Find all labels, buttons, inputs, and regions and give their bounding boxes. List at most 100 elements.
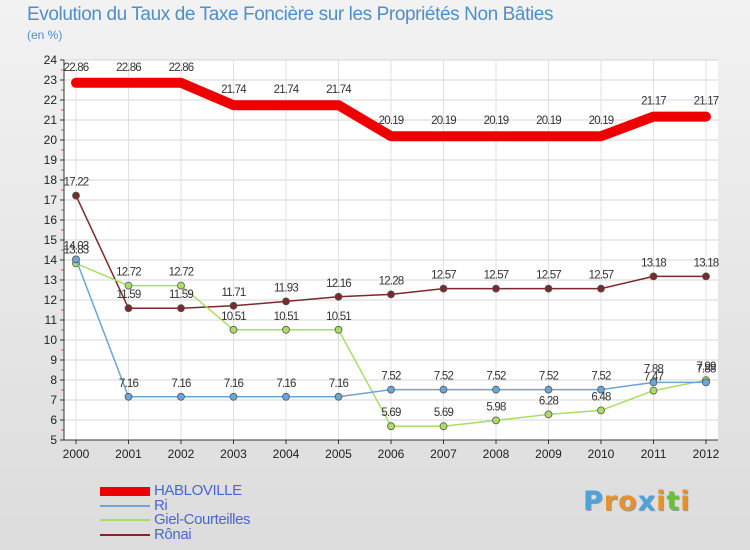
data-point [282, 325, 290, 334]
data-point [649, 378, 658, 387]
legend-label: HABLOVILLE [154, 482, 242, 499]
y-tick-label: 18 [44, 173, 58, 187]
data-point [229, 301, 238, 310]
data-label: 12.57 [484, 270, 509, 282]
data-point [72, 191, 80, 200]
data-point [492, 284, 500, 293]
data-label: 14.03 [64, 240, 89, 252]
axes: 5 6 7 8 9 10 11 12 13 14 15 16 17 18 19 20 21 22 23 24 2000 2… [44, 53, 720, 461]
data-label: 7.52 [486, 371, 506, 383]
series-layer [71, 77, 711, 431]
data-label: 12.72 [116, 267, 141, 279]
data-label: 5.69 [434, 407, 454, 419]
data-label: 6.28 [539, 395, 559, 407]
y-tick-label: 6 [50, 413, 57, 427]
data-label: 5.98 [486, 401, 506, 413]
legend-label: Ri [154, 496, 168, 514]
data-point [702, 272, 710, 281]
data-point [124, 304, 133, 313]
y-tick-label: 22 [44, 93, 58, 107]
data-point [492, 416, 500, 425]
y-tick-label: 23 [44, 73, 58, 87]
x-tick-label: 2008 [483, 447, 510, 461]
data-point [334, 325, 343, 334]
data-label: 20.19 [589, 115, 614, 127]
y-tick-label: 12 [44, 293, 58, 307]
series-line [71, 77, 711, 142]
data-label: 7.88 [644, 363, 664, 375]
data-label: 22.86 [169, 62, 194, 74]
data-label: 11.59 [117, 289, 141, 301]
x-tick-label: 2006 [378, 447, 405, 461]
data-point [649, 386, 658, 395]
data-point [282, 297, 290, 306]
data-label: 11.71 [222, 287, 246, 299]
data-label: 7.99 [696, 361, 716, 373]
data-label: 10.51 [326, 311, 351, 323]
data-point [334, 292, 343, 301]
data-label: 21.74 [221, 84, 247, 96]
y-tick-label: 21 [44, 113, 58, 127]
data-point [492, 385, 500, 394]
data-label: 7.16 [276, 378, 296, 390]
x-tick-label: 2009 [535, 447, 562, 461]
y-tick-label: 24 [44, 53, 58, 67]
series-r-nai [72, 191, 710, 313]
data-point [177, 392, 185, 401]
y-tick-label: 10 [44, 333, 58, 347]
data-label: 21.17 [641, 96, 666, 108]
x-tick-label: 2005 [325, 447, 352, 461]
data-point [597, 385, 605, 394]
data-label: 13.18 [641, 257, 666, 269]
series-habloville [71, 77, 711, 142]
y-tick-label: 15 [44, 233, 58, 247]
data-label: 12.57 [431, 270, 456, 282]
data-label: 7.52 [434, 371, 454, 383]
data-point [387, 385, 395, 394]
legend-swatch [100, 487, 150, 496]
data-point [72, 255, 80, 264]
data-point [124, 392, 133, 401]
y-tick-label: 5 [50, 433, 57, 447]
data-point [229, 392, 238, 401]
data-point [702, 378, 710, 387]
data-label: 21.17 [694, 96, 719, 108]
data-label: 7.16 [224, 378, 244, 390]
series-giel-courteilles [72, 259, 710, 431]
data-point [387, 290, 395, 299]
data-label: 20.19 [536, 115, 561, 127]
data-label: 12.57 [536, 270, 561, 282]
x-tick-label: 2000 [63, 447, 90, 461]
y-tick-label: 16 [44, 213, 58, 227]
data-label: 6.48 [591, 391, 611, 403]
data-label: 7.47 [644, 372, 664, 384]
chart-unit-label: (en %) [27, 28, 63, 42]
data-label: 13.83 [64, 244, 89, 256]
data-label: 21.74 [274, 84, 300, 96]
data-label: 21.74 [326, 84, 352, 96]
data-label: 22.86 [116, 62, 141, 74]
y-tick-label: 14 [44, 253, 58, 267]
chart-title: Evolution du Taux de Taxe Foncière sur l… [27, 4, 554, 25]
data-label: 7.52 [539, 371, 559, 383]
data-label: 12.28 [379, 275, 404, 287]
x-tick-label: 2002 [168, 447, 195, 461]
data-label: 13.18 [694, 257, 719, 269]
data-label: 11.93 [274, 282, 298, 294]
data-label: 7.16 [171, 378, 191, 390]
data-point [439, 284, 448, 293]
data-label: 20.19 [379, 115, 404, 127]
data-point [177, 304, 185, 313]
y-tick-label: 19 [44, 153, 58, 167]
x-tick-label: 2010 [588, 447, 615, 461]
plot-area [64, 59, 718, 441]
x-tick-label: 2001 [115, 447, 142, 461]
data-point [597, 406, 605, 415]
legend-label: Rônai [154, 525, 192, 543]
data-label: 7.52 [381, 371, 401, 383]
x-tick-label: 2011 [641, 447, 667, 461]
legend-label: Giel-Courteilles [154, 511, 251, 528]
y-tick-label: 8 [50, 373, 57, 387]
x-tick-label: 2004 [273, 447, 300, 461]
y-tick-label: 11 [45, 313, 58, 327]
